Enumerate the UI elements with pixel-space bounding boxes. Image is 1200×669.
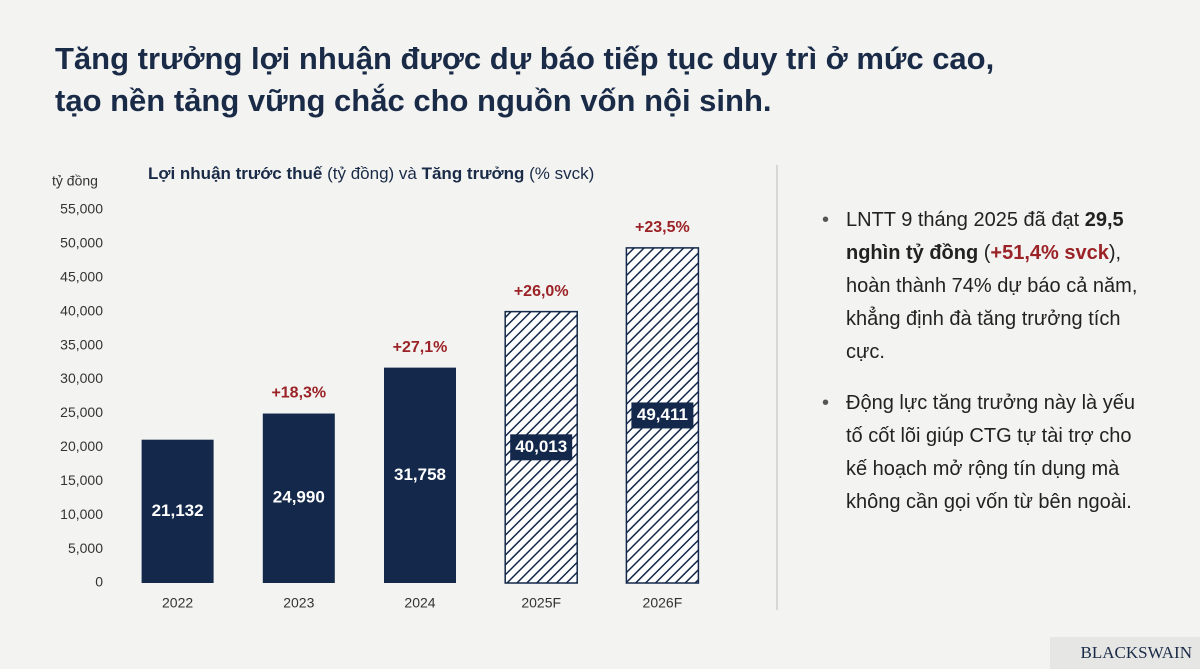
title-part: Tăng trưởng [422, 164, 525, 183]
y-tick-label: 50,000 [60, 235, 103, 251]
growth-label: +23,5% [635, 219, 690, 236]
title-part: Lợi nhuận trước thuế [148, 164, 323, 183]
x-tick-label: 2025F [521, 595, 561, 611]
bullet-text: +51,4% svck [990, 242, 1109, 264]
growth-label: +18,3% [271, 385, 326, 402]
x-tick-label: 2024 [404, 595, 435, 611]
bullet-text: Động lực tăng trưởng này là yếu tố cốt l… [846, 392, 1135, 513]
y-tick-label: 30,000 [60, 370, 103, 386]
growth-label: +26,0% [514, 283, 569, 300]
y-tick-label: 45,000 [60, 269, 103, 285]
bullet: LNTT 9 tháng 2025 đã đạt 29,5 nghìn tỷ đ… [820, 204, 1150, 369]
value-label: 31,758 [394, 465, 446, 484]
bar [384, 367, 456, 583]
bullet-text: ( [978, 242, 991, 264]
bullet: Động lực tăng trưởng này là yếu tố cốt l… [820, 387, 1150, 519]
value-label: 49,411 [637, 405, 688, 424]
y-tick-label: 20,000 [60, 438, 103, 454]
growth-label: +27,1% [393, 339, 448, 356]
bullet-text: 29,5 nghìn tỷ đồng [846, 209, 1124, 264]
y-tick-label: 40,000 [60, 302, 103, 318]
title-line: tạo nền tảng vững chắc cho nguồn vốn nội… [55, 83, 772, 118]
value-label-bg [510, 434, 573, 461]
bullet-text: LNTT 9 tháng 2025 đã đạt [846, 209, 1085, 231]
bar [141, 439, 214, 583]
slide-title: Tăng trưởng lợi nhuận được dự báo tiếp t… [55, 38, 994, 122]
bullet-text: ), hoàn thành 74% dự báo cả năm, khẳng đ… [846, 242, 1138, 363]
chart-title: Lợi nhuận trước thuế (tỷ đồng) và Tăng t… [148, 164, 594, 183]
x-tick-label: 2026F [643, 595, 683, 611]
value-label: 21,132 [152, 501, 204, 520]
title-line: Tăng trưởng lợi nhuận được dự báo tiếp t… [55, 41, 995, 76]
y-tick-label: 35,000 [60, 336, 103, 352]
value-label: 40,013 [515, 437, 567, 456]
logo: BLACKSWAIN [1050, 637, 1200, 669]
value-label-bg [631, 402, 694, 429]
logo-text: BLACKSWAIN [1080, 643, 1192, 662]
y-tick-label: 10,000 [60, 506, 103, 522]
bullet-list: LNTT 9 tháng 2025 đã đạt 29,5 nghìn tỷ đ… [820, 204, 1150, 537]
title-part: (% svck) [524, 164, 594, 183]
y-tick-label: 0 [95, 574, 103, 590]
y-axis-label: tỷ đồng [52, 173, 98, 189]
x-tick-label: 2023 [283, 595, 314, 611]
title-part: (tỷ đồng) và [322, 164, 421, 183]
y-tick-label: 55,000 [60, 201, 103, 217]
y-tick-label: 25,000 [60, 404, 103, 420]
y-tick-label: 5,000 [68, 540, 103, 556]
x-tick-label: 2022 [162, 595, 193, 611]
bar [262, 413, 335, 583]
value-label: 24,990 [273, 488, 325, 507]
y-tick-label: 15,000 [60, 472, 103, 488]
